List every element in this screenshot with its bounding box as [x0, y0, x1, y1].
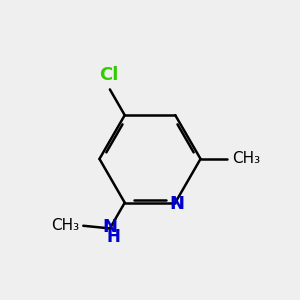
Text: N: N: [169, 195, 184, 213]
Text: H: H: [106, 228, 120, 246]
Text: Cl: Cl: [99, 66, 118, 84]
Text: CH₃: CH₃: [51, 218, 79, 233]
Text: CH₃: CH₃: [232, 152, 260, 166]
Text: N: N: [102, 218, 117, 236]
